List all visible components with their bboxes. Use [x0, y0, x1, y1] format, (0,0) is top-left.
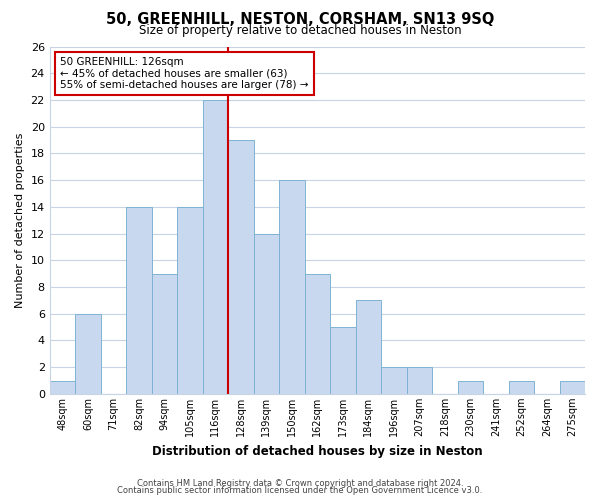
Text: Contains public sector information licensed under the Open Government Licence v3: Contains public sector information licen…	[118, 486, 482, 495]
Bar	[381, 367, 407, 394]
Bar	[152, 274, 177, 394]
Bar	[509, 380, 534, 394]
Bar	[177, 207, 203, 394]
Bar	[75, 314, 101, 394]
Text: Contains HM Land Registry data © Crown copyright and database right 2024.: Contains HM Land Registry data © Crown c…	[137, 478, 463, 488]
Bar	[356, 300, 381, 394]
Y-axis label: Number of detached properties: Number of detached properties	[15, 132, 25, 308]
Text: 50, GREENHILL, NESTON, CORSHAM, SN13 9SQ: 50, GREENHILL, NESTON, CORSHAM, SN13 9SQ	[106, 12, 494, 28]
Text: Size of property relative to detached houses in Neston: Size of property relative to detached ho…	[139, 24, 461, 37]
Bar	[305, 274, 330, 394]
Bar	[279, 180, 305, 394]
Bar	[560, 380, 585, 394]
Bar	[407, 367, 432, 394]
Bar	[126, 207, 152, 394]
X-axis label: Distribution of detached houses by size in Neston: Distribution of detached houses by size …	[152, 444, 482, 458]
Bar	[330, 327, 356, 394]
Text: 50 GREENHILL: 126sqm
← 45% of detached houses are smaller (63)
55% of semi-detac: 50 GREENHILL: 126sqm ← 45% of detached h…	[61, 57, 309, 90]
Bar	[228, 140, 254, 394]
Bar	[203, 100, 228, 394]
Bar	[254, 234, 279, 394]
Bar	[458, 380, 483, 394]
Bar	[50, 380, 75, 394]
